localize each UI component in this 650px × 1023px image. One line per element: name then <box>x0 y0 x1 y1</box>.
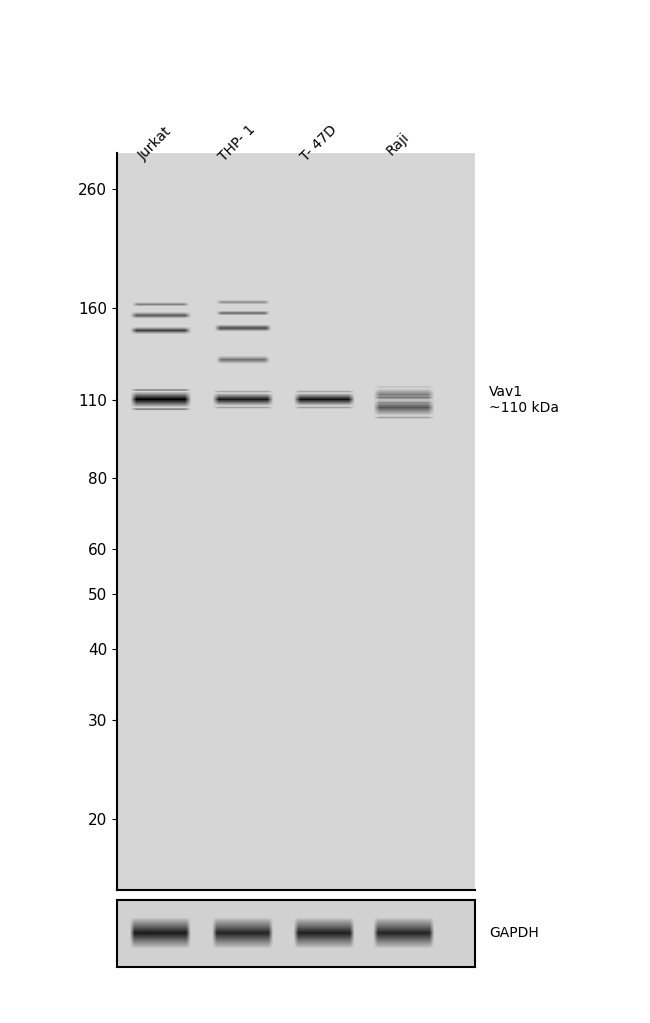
Text: T- 47D: T- 47D <box>298 123 340 165</box>
Text: Vav1
~110 kDa: Vav1 ~110 kDa <box>489 385 559 415</box>
Text: Raji: Raji <box>384 130 412 158</box>
Text: GAPDH: GAPDH <box>489 927 539 940</box>
Text: Jurkat: Jurkat <box>136 125 174 163</box>
Text: THP- 1: THP- 1 <box>216 123 258 165</box>
